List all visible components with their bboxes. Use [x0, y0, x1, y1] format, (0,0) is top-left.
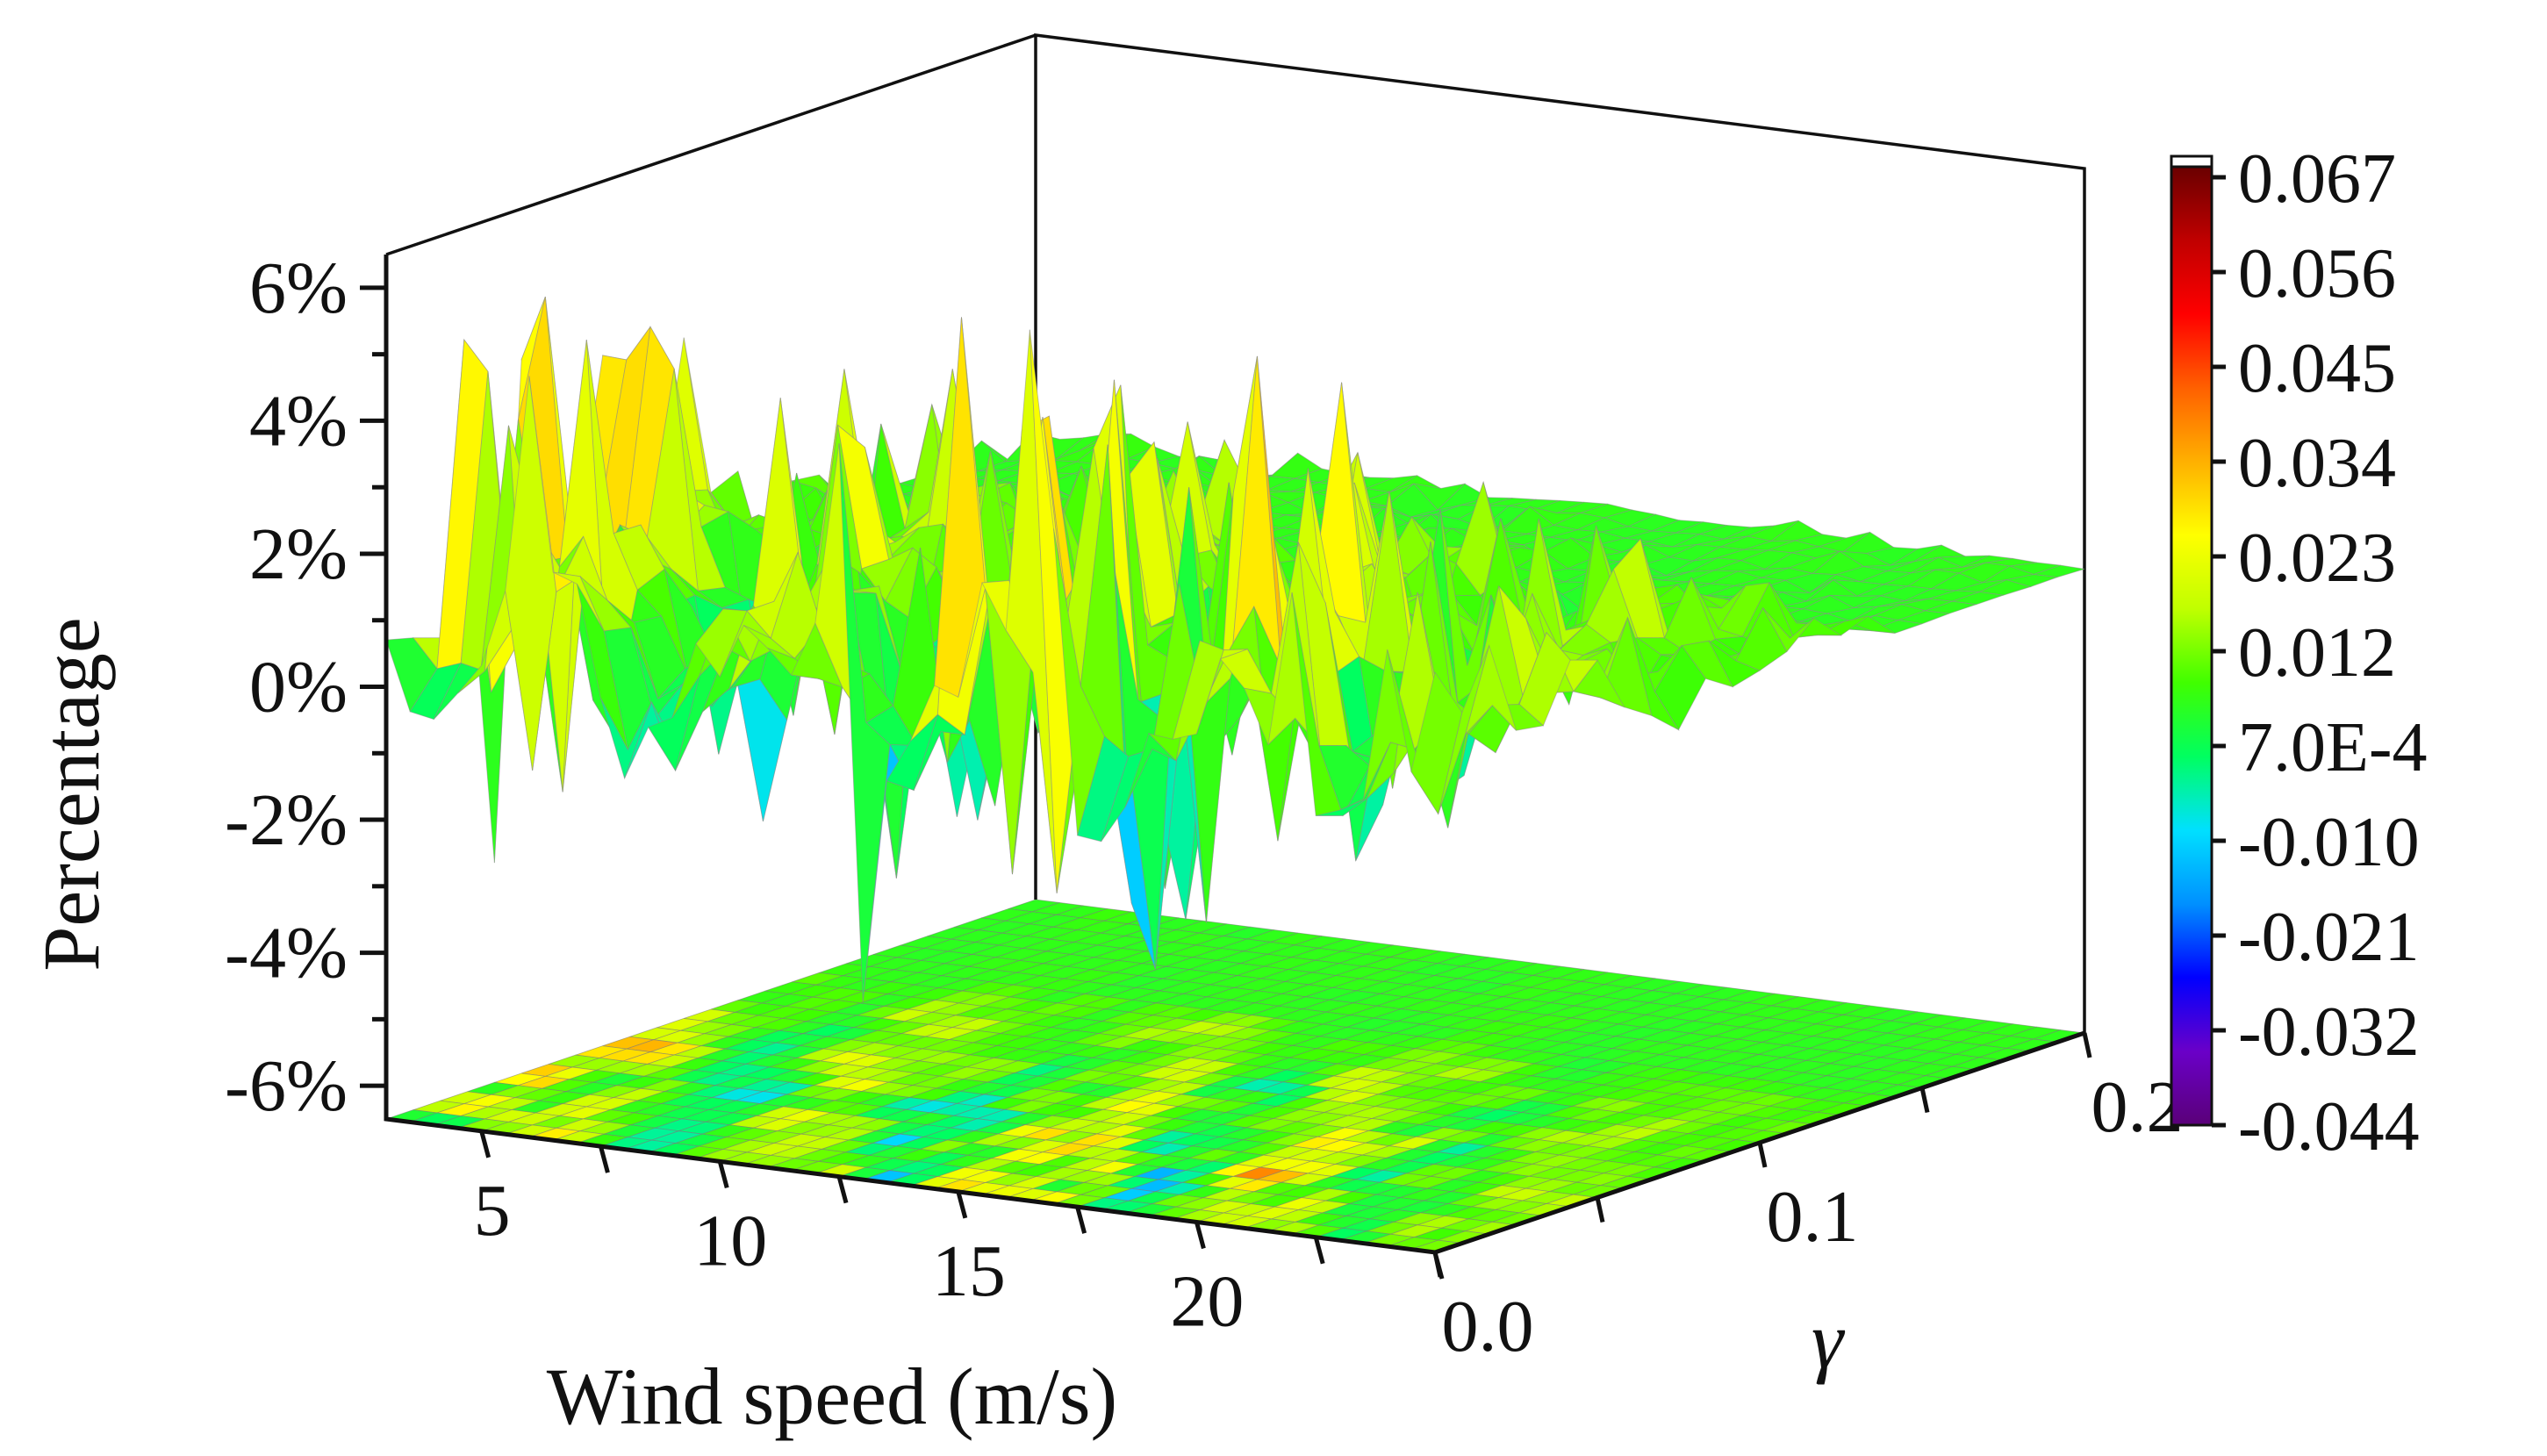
x-tick-label: 15: [932, 1230, 1006, 1312]
x-axis-title: Wind speed (m/s): [547, 1352, 1117, 1441]
colorbar-tick-label: 0.067: [2238, 140, 2396, 218]
axes: -6% -4% -2% 0% 2% 4% 6% 5 10 15 20 0.0 0.1 0.2: [225, 247, 2183, 1367]
z-tick-label: 6%: [249, 247, 348, 329]
colorbar-tick-label: -0.044: [2238, 1088, 2420, 1166]
x-tick: [717, 1160, 729, 1189]
x-tick: [1194, 1221, 1206, 1250]
x-tick-label: 20: [1170, 1260, 1244, 1342]
y-axis-title: γ: [1812, 1295, 1846, 1385]
z-tick-label: 4%: [249, 380, 348, 462]
x-tick-label: 10: [693, 1200, 767, 1281]
colorbar-tick-label: 0.034: [2238, 425, 2396, 502]
colorbar-cap: [2170, 154, 2213, 169]
colorbar-tick-label: 0.012: [2238, 614, 2396, 692]
colorbar-tick-label: 0.056: [2238, 235, 2396, 312]
floor-contour-map: [385, 899, 2085, 1253]
y-tick: [1919, 1087, 1930, 1114]
x-tick-label: 5: [474, 1170, 511, 1252]
y-tick: [2082, 1032, 2092, 1058]
colorbar-tick-label: 0.045: [2238, 330, 2396, 407]
x-tick: [1313, 1237, 1325, 1265]
colorbar: 0.067 0.056 0.045 0.034 0.023 0.012 7.0E-4 -0.0…: [2170, 140, 2428, 1166]
y-tick: [1757, 1142, 1768, 1168]
x-tick: [956, 1191, 968, 1219]
top-edge: [385, 33, 1037, 256]
z-axis-title: Percentage: [26, 617, 116, 972]
z-tick-label: 2%: [249, 513, 348, 595]
x-tick: [479, 1130, 491, 1158]
y-tick-label: 0.1: [1767, 1176, 1859, 1258]
y-tick: [1595, 1196, 1605, 1223]
colorbar-tick-label: 0.023: [2238, 520, 2396, 597]
y-tick-label: 0.0: [1442, 1286, 1534, 1367]
z-tick-label: 0%: [249, 647, 348, 728]
surface-patch: [1410, 671, 1463, 815]
z-tick-label: -6%: [225, 1045, 348, 1127]
colorbar-tick-label: -0.021: [2238, 899, 2420, 976]
x-tick: [599, 1145, 610, 1173]
y-tick-label: 0.2: [2091, 1066, 2184, 1148]
surface-plot: [385, 297, 2085, 1002]
x-tick: [836, 1175, 849, 1204]
colorbar-tick-label: 7.0E-4: [2238, 709, 2428, 786]
z-tick-label: -4%: [225, 913, 348, 994]
x-tick: [1075, 1206, 1087, 1234]
y-tick: [1432, 1252, 1443, 1278]
colorbar-tick-label: -0.010: [2238, 804, 2420, 881]
colorbar-tick-label: -0.032: [2238, 993, 2420, 1071]
colorbar-gradient: [2170, 165, 2213, 1127]
z-tick-label: -2%: [225, 779, 348, 861]
